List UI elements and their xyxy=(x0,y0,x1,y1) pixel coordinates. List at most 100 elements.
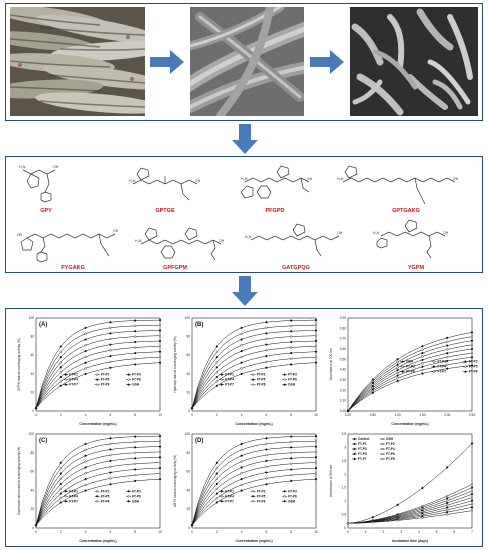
series-marker xyxy=(59,492,62,495)
series-line xyxy=(191,330,317,409)
x-tick-label: 10 xyxy=(158,530,162,534)
series-marker xyxy=(470,335,474,338)
x-tick-label: 4 xyxy=(85,530,87,534)
series-line xyxy=(35,351,161,409)
series-marker xyxy=(240,372,243,376)
y-tick-label: 80 xyxy=(186,451,190,455)
legend-label: FT-P7 xyxy=(358,457,367,461)
series-marker xyxy=(59,345,62,348)
y-tick-label: 40 xyxy=(186,488,190,492)
series-line xyxy=(191,325,317,409)
legend-marker xyxy=(283,490,286,493)
legend-marker xyxy=(127,495,130,498)
legend-label: FT-P6 xyxy=(288,494,297,498)
y-axis-label: Hydroxyl radical scavenging activity (%) xyxy=(173,336,177,392)
series-marker xyxy=(290,446,293,449)
legend-label: FT-P7 xyxy=(437,370,446,374)
series-marker xyxy=(290,462,293,465)
series-marker xyxy=(290,451,293,454)
series-marker xyxy=(446,499,449,502)
series-marker xyxy=(59,356,62,359)
plot-frame xyxy=(35,433,161,529)
y-tick-label: 0.00 xyxy=(340,409,346,413)
series-marker xyxy=(265,332,268,335)
y-tick-label: 0.60 xyxy=(340,347,346,351)
series-marker xyxy=(158,361,162,364)
series-marker xyxy=(346,409,350,413)
series-marker xyxy=(84,448,87,451)
series-marker xyxy=(215,380,218,383)
x-tick-label: 7 xyxy=(471,530,473,534)
series-line xyxy=(191,351,317,409)
series-marker xyxy=(290,474,293,477)
series-marker xyxy=(59,497,62,500)
y-tick-label: 80 xyxy=(30,451,34,455)
y-tick-label: 60 xyxy=(186,353,190,357)
x-axis-label: Concentration (mg/mL) xyxy=(235,422,272,426)
series-marker xyxy=(134,363,137,366)
legend-marker xyxy=(64,495,67,498)
svg-text:OH: OH xyxy=(219,239,225,243)
series-line xyxy=(191,340,317,409)
down-arrow-icon xyxy=(232,276,258,306)
y-tick-label: 0.30 xyxy=(340,378,346,382)
legend-label: FT-P8 xyxy=(101,499,110,503)
series-marker xyxy=(446,494,449,498)
series-marker xyxy=(314,356,318,359)
legend-label: FT-P1 xyxy=(69,489,78,493)
series-marker xyxy=(109,454,112,457)
series-marker xyxy=(59,384,62,387)
series-marker xyxy=(109,355,112,358)
series-marker xyxy=(446,504,449,507)
series-marker xyxy=(134,335,137,338)
series-marker xyxy=(215,487,218,490)
x-axis-label: Concentration (mg/mL) xyxy=(79,539,116,543)
legend-label: FT-P3 xyxy=(132,373,141,377)
legend-label: FT-P3 xyxy=(358,447,367,451)
y-tick-label: 0.50 xyxy=(340,357,346,361)
legend-label: FT-P4 xyxy=(225,378,234,382)
series-line xyxy=(191,473,317,526)
right-arrow-icon xyxy=(150,50,184,74)
series-marker xyxy=(158,450,162,454)
y-tick-label: 0.80 xyxy=(340,326,346,330)
legend-marker xyxy=(127,383,130,386)
charts-panel xyxy=(5,308,483,547)
plot-frame xyxy=(191,317,317,412)
y-tick-label: 0 xyxy=(188,409,190,413)
series-marker xyxy=(158,345,162,348)
series-marker xyxy=(240,448,243,451)
series-marker xyxy=(396,374,399,377)
series-marker xyxy=(446,508,449,511)
y-tick-label: 2 xyxy=(344,472,346,476)
peptide-label: YGPM xyxy=(407,265,425,271)
legend-label: FT-P5 xyxy=(469,365,478,369)
series-marker xyxy=(421,369,424,372)
legend-marker xyxy=(96,383,99,386)
series-marker xyxy=(59,371,62,374)
series-marker xyxy=(290,457,293,460)
legend-label: FT-P8 xyxy=(469,370,478,374)
series-marker xyxy=(59,472,62,475)
x-tick-label: 6 xyxy=(266,413,268,417)
series-marker xyxy=(109,360,112,364)
series-marker xyxy=(109,459,112,463)
series-marker xyxy=(109,471,112,474)
series-marker xyxy=(290,363,293,366)
series-marker xyxy=(84,372,87,376)
legend-label: FT-P4 xyxy=(225,494,234,498)
series-marker xyxy=(421,516,424,519)
series-marker xyxy=(290,335,293,338)
series-marker xyxy=(470,496,474,499)
svg-text:H₂N: H₂N xyxy=(135,239,142,243)
series-marker xyxy=(84,466,87,469)
y-axis-label: Superoxide anion radical scavenging acti… xyxy=(17,447,21,516)
series-marker xyxy=(265,321,268,324)
legend-marker xyxy=(220,490,223,493)
y-tick-label: 1.5 xyxy=(342,486,347,490)
series-line xyxy=(191,356,317,409)
series-line xyxy=(347,332,473,412)
peptide-label: PFGPD xyxy=(265,208,285,214)
x-tick-label: 1.50 xyxy=(419,413,425,417)
series-marker xyxy=(421,486,424,490)
